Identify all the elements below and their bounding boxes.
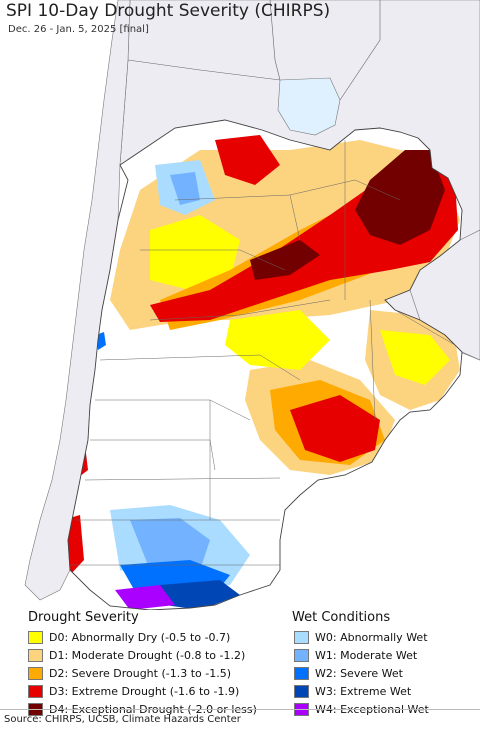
drought-swatch (28, 684, 43, 698)
drought-legend-row: D2: Severe Drought (-1.3 to -1.5) (28, 664, 290, 682)
drought-legend-label: D3: Extreme Drought (-1.6 to -1.9) (49, 684, 240, 698)
wet-w3-area-south (160, 580, 240, 610)
drought-swatch (28, 630, 43, 644)
province-borders (70, 140, 456, 566)
drought-d4-area-northeast (355, 150, 445, 245)
drought-d3-area-pampas (290, 395, 380, 462)
drought-d0-area-east (380, 330, 450, 385)
country-borders (127, 0, 381, 101)
drought-d0-area-mid (225, 310, 330, 370)
drought-legend-heading: Drought Severity (28, 610, 139, 625)
drought-d4-area-band (250, 240, 320, 280)
source-credit: Source: CHIRPS, UCSB, Climate Hazards Ce… (4, 714, 241, 725)
wet-w1-area-north (170, 172, 200, 205)
drought-map (24, 0, 480, 610)
drought-legend-row: D0: Abnormally Dry (-0.5 to -0.7) (28, 628, 290, 646)
wet-legend-label: W0: Abnormally Wet (315, 630, 428, 644)
drought-legend-row: D1: Moderate Drought (-0.8 to -1.2) (28, 646, 290, 664)
drought-swatch (28, 666, 43, 680)
wet-legend-label: W3: Extreme Wet (315, 684, 412, 698)
wet-swatch (294, 648, 309, 662)
wet-legend-row: W3: Extreme Wet (292, 682, 477, 700)
wet-area-bolivia (277, 77, 341, 136)
map-subtitle: Dec. 26 - Jan. 5, 2025 [final] (8, 24, 149, 35)
wet-legend-heading: Wet Conditions (292, 610, 391, 625)
wet-swatch (294, 666, 309, 680)
wet-w4-area-south (115, 585, 175, 610)
wet-legend: Wet Conditions W0: Abnormally Wet W1: Mod… (292, 610, 477, 718)
drought-swatch (28, 648, 43, 662)
region-outline (67, 119, 463, 610)
drought-d0-area-center (150, 215, 240, 290)
wet-swatch (294, 630, 309, 644)
wet-w1-area-south (130, 518, 210, 570)
map-title: SPI 10-Day Drought Severity (CHIRPS) (6, 1, 331, 21)
wet-legend-label: W2: Severe Wet (315, 666, 403, 680)
wet-legend-row: W0: Abnormally Wet (292, 628, 477, 646)
footer-divider (0, 709, 480, 710)
drought-legend-label: D0: Abnormally Dry (-0.5 to -0.7) (49, 630, 231, 644)
drought-d3-area-north (215, 135, 280, 185)
wet-legend-row: W2: Severe Wet (292, 664, 477, 682)
drought-legend-label: D2: Severe Drought (-1.3 to -1.5) (49, 666, 232, 680)
wet-legend-row: W1: Moderate Wet (292, 646, 477, 664)
drought-legend-row: D3: Extreme Drought (-1.6 to -1.9) (28, 682, 290, 700)
drought-legend: Drought Severity D0: Abnormally Dry (-0.… (28, 610, 290, 718)
drought-legend-label: D1: Moderate Drought (-0.8 to -1.2) (49, 648, 246, 662)
wet-legend-label: W1: Moderate Wet (315, 648, 418, 662)
wet-swatch (294, 684, 309, 698)
drought-d3-area-southwest (68, 515, 84, 575)
